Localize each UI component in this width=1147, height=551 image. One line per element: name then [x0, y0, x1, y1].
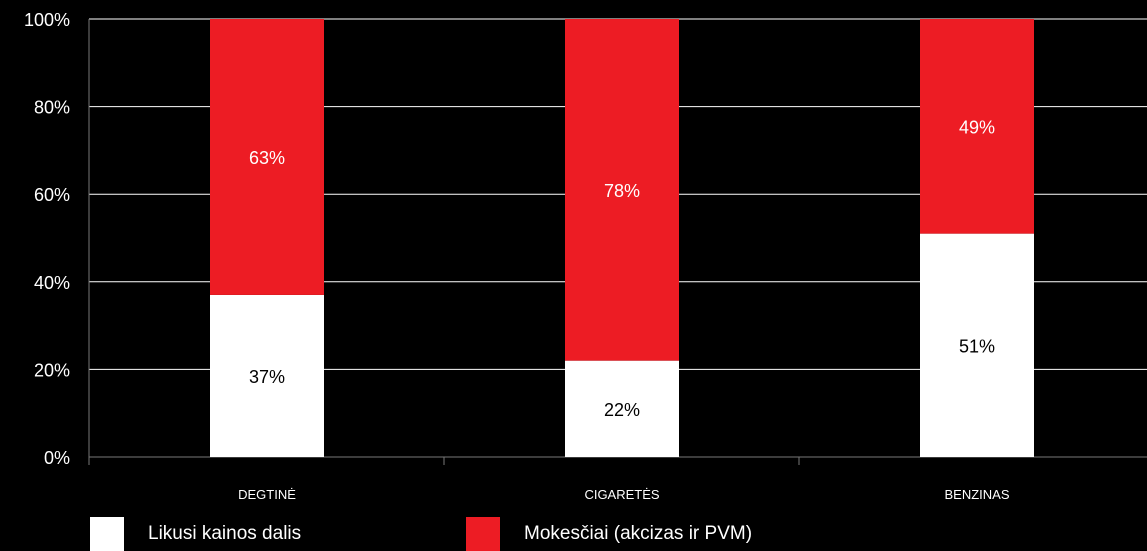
data-label-remaining-0: 37% [249, 367, 285, 387]
data-label-remaining-2: 51% [959, 336, 995, 356]
y-tick-label: 80% [34, 98, 70, 118]
y-tick-label: 60% [34, 185, 70, 205]
legend-label-taxes: Mokesčiai (akcizas ir PVM) [524, 523, 753, 544]
bar-remaining-1 [565, 360, 679, 457]
y-tick-label: 0% [44, 448, 70, 468]
x-tick-label: BENZINAS [944, 487, 1009, 502]
legend-item-taxes: Mokesčiai (akcizas ir PVM) [466, 517, 752, 551]
y-tick-label: 100% [24, 10, 70, 30]
data-label-taxes-2: 49% [959, 117, 995, 137]
y-tick-label: 20% [34, 360, 70, 380]
bar-taxes-2 [920, 19, 1034, 234]
data-label-remaining-1: 22% [604, 400, 640, 420]
legend-label-remaining-price: Likusi kainos dalis [148, 523, 302, 544]
bar-taxes-1 [565, 19, 679, 361]
bar-remaining-0 [210, 294, 324, 457]
x-tick-label: CIGARETĖS [584, 487, 659, 502]
stacked-bar-chart: 0% 20% 40% 60% 80% 100% 37% 63% DEGTINĖ 22% 78% CIG… [24, 10, 1147, 502]
data-label-taxes-0: 63% [249, 148, 285, 168]
bar-remaining-2 [920, 233, 1034, 457]
legend-swatch-taxes [466, 517, 500, 551]
data-label-taxes-1: 78% [604, 181, 640, 201]
x-tick-label: DEGTINĖ [238, 487, 296, 502]
y-tick-label: 40% [34, 273, 70, 293]
legend-swatch-remaining-price [90, 517, 124, 551]
legend-item-remaining-price: Likusi kainos dalis [90, 517, 301, 551]
bar-taxes-0 [210, 19, 324, 295]
